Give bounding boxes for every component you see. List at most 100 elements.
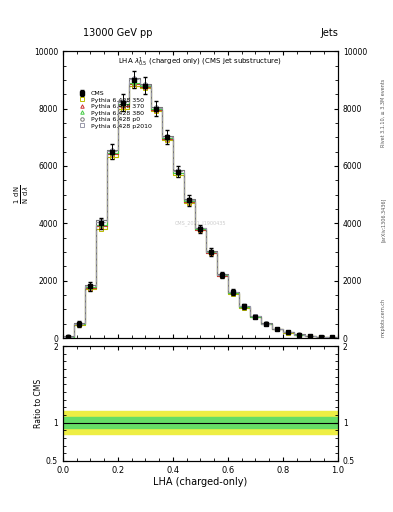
Pythia 6.428 p2010	[275, 326, 280, 332]
Pythia 6.428 380	[99, 222, 104, 228]
Pythia 6.428 p2010	[209, 249, 214, 255]
Pythia 6.428 370	[297, 332, 302, 338]
Pythia 6.428 p2010	[220, 271, 225, 278]
Pythia 6.428 350	[275, 326, 280, 332]
Pythia 6.428 p2010	[110, 148, 115, 154]
Pythia 6.428 380	[286, 329, 291, 335]
Pythia 6.428 350	[297, 332, 302, 338]
Pythia 6.428 p0	[330, 334, 335, 340]
Pythia 6.428 350	[264, 321, 269, 327]
Pythia 6.428 p2010	[165, 134, 170, 140]
Y-axis label: Ratio to CMS: Ratio to CMS	[34, 379, 43, 428]
Pythia 6.428 370	[242, 304, 247, 310]
Pythia 6.428 p0	[297, 331, 302, 337]
Pythia 6.428 380	[297, 332, 302, 338]
Pythia 6.428 370	[330, 334, 335, 340]
Pythia 6.428 380	[264, 321, 269, 327]
Pythia 6.428 p0	[176, 167, 181, 173]
Pythia 6.428 350	[132, 82, 137, 89]
Pythia 6.428 p2010	[330, 334, 335, 340]
Pythia 6.428 p2010	[77, 321, 82, 327]
Pythia 6.428 380	[165, 135, 170, 141]
Pythia 6.428 350	[154, 109, 159, 115]
Pythia 6.428 p0	[242, 303, 247, 309]
Pythia 6.428 380	[220, 272, 225, 279]
Legend: CMS, Pythia 6.428 350, Pythia 6.428 370, Pythia 6.428 380, Pythia 6.428 p0, Pyth: CMS, Pythia 6.428 350, Pythia 6.428 370,…	[74, 89, 153, 131]
Pythia 6.428 p2010	[242, 303, 247, 309]
Pythia 6.428 350	[286, 330, 291, 336]
Text: 13000 GeV pp: 13000 GeV pp	[83, 28, 152, 38]
Pythia 6.428 370	[165, 136, 170, 142]
Pythia 6.428 p0	[121, 98, 126, 104]
Pythia 6.428 380	[319, 334, 324, 340]
Pythia 6.428 p0	[264, 321, 269, 327]
Pythia 6.428 p0	[231, 288, 236, 294]
Pythia 6.428 370	[132, 81, 137, 87]
Pythia 6.428 p0	[99, 218, 104, 224]
Pythia 6.428 350	[88, 286, 93, 292]
Pythia 6.428 p2010	[297, 331, 302, 337]
Pythia 6.428 p0	[308, 333, 313, 339]
Pythia 6.428 370	[198, 227, 203, 233]
Pythia 6.428 p0	[77, 320, 82, 326]
Pythia 6.428 p0	[198, 225, 203, 231]
Pythia 6.428 350	[121, 105, 126, 112]
Pythia 6.428 p2010	[121, 99, 126, 105]
Pythia 6.428 350	[77, 322, 82, 328]
Pythia 6.428 350	[231, 290, 236, 296]
Pythia 6.428 380	[231, 290, 236, 296]
Y-axis label: $\frac{1}{\mathrm{N}}\,\frac{\mathrm{d}\mathrm{N}}{\mathrm{d}\lambda}$: $\frac{1}{\mathrm{N}}\,\frac{\mathrm{d}\…	[13, 185, 31, 204]
Pythia 6.428 p2010	[264, 321, 269, 327]
Pythia 6.428 370	[264, 321, 269, 327]
Pythia 6.428 380	[330, 334, 335, 340]
Pythia 6.428 370	[187, 199, 192, 205]
Pythia 6.428 p0	[275, 326, 280, 332]
Pythia 6.428 350	[319, 334, 324, 340]
Pythia 6.428 380	[154, 106, 159, 113]
Pythia 6.428 p2010	[319, 334, 324, 340]
Text: mcplots.cern.ch: mcplots.cern.ch	[381, 298, 386, 337]
Pythia 6.428 350	[99, 226, 104, 232]
Pythia 6.428 350	[220, 273, 225, 280]
Pythia 6.428 p2010	[198, 225, 203, 231]
Pythia 6.428 370	[66, 334, 71, 340]
Text: Rivet 3.1.10, ≥ 3.3M events: Rivet 3.1.10, ≥ 3.3M events	[381, 78, 386, 147]
Pythia 6.428 380	[198, 226, 203, 232]
Pythia 6.428 p2010	[253, 313, 258, 319]
Pythia 6.428 380	[143, 83, 148, 89]
Pythia 6.428 p0	[66, 333, 71, 339]
Pythia 6.428 370	[220, 273, 225, 279]
Bar	[63, 411, 338, 434]
Pythia 6.428 p0	[286, 329, 291, 335]
Pythia 6.428 380	[110, 150, 115, 156]
Pythia 6.428 380	[253, 314, 258, 320]
Line: Pythia 6.428 350: Pythia 6.428 350	[67, 84, 334, 339]
X-axis label: LHA (charged-only): LHA (charged-only)	[153, 477, 248, 487]
Pythia 6.428 370	[121, 102, 126, 109]
Pythia 6.428 380	[66, 334, 71, 340]
Pythia 6.428 350	[165, 137, 170, 143]
Pythia 6.428 p0	[319, 334, 324, 340]
Pythia 6.428 p0	[132, 75, 137, 81]
Pythia 6.428 380	[77, 321, 82, 327]
Text: CMS_2021_I1900435: CMS_2021_I1900435	[174, 221, 226, 226]
Pythia 6.428 370	[176, 170, 181, 176]
Pythia 6.428 370	[319, 334, 324, 340]
Pythia 6.428 370	[209, 250, 214, 256]
Pythia 6.428 p2010	[154, 105, 159, 111]
Pythia 6.428 p0	[209, 248, 214, 254]
Pythia 6.428 370	[143, 84, 148, 90]
Pythia 6.428 350	[176, 172, 181, 178]
Pythia 6.428 350	[209, 250, 214, 257]
Pythia 6.428 370	[308, 333, 313, 339]
Text: [arXiv:1306.3436]: [arXiv:1306.3436]	[381, 198, 386, 242]
Pythia 6.428 p2010	[99, 219, 104, 225]
Pythia 6.428 350	[66, 334, 71, 340]
Pythia 6.428 350	[330, 334, 335, 340]
Pythia 6.428 350	[187, 200, 192, 206]
Pythia 6.428 350	[308, 333, 313, 339]
Pythia 6.428 p0	[110, 147, 115, 153]
Pythia 6.428 380	[242, 304, 247, 310]
Pythia 6.428 370	[275, 326, 280, 332]
Pythia 6.428 p0	[143, 81, 148, 87]
